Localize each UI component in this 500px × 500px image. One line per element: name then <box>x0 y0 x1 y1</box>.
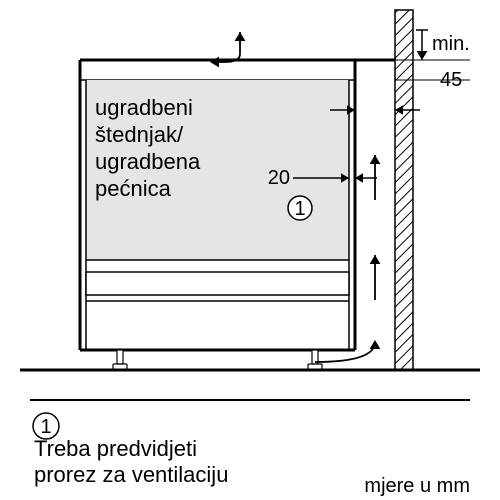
svg-text:45: 45 <box>440 69 462 91</box>
units-label: mjere u mm <box>364 475 470 497</box>
appliance-label-line: pećnica <box>95 176 172 201</box>
footnote-line: prorez za ventilaciju <box>34 462 228 487</box>
svg-text:20: 20 <box>268 167 290 189</box>
drawer <box>86 272 349 295</box>
appliance-label-line: ugradbena <box>95 149 201 174</box>
wall <box>395 10 413 370</box>
appliance-label-line: ugradbeni <box>95 95 193 120</box>
svg-text:1: 1 <box>294 198 305 220</box>
appliance-label-line: štednjak/ <box>95 122 184 147</box>
footnote-line: Treba predvidjeti <box>34 436 197 461</box>
svg-text:1: 1 <box>40 416 51 438</box>
svg-text:min.: min. <box>432 33 470 55</box>
